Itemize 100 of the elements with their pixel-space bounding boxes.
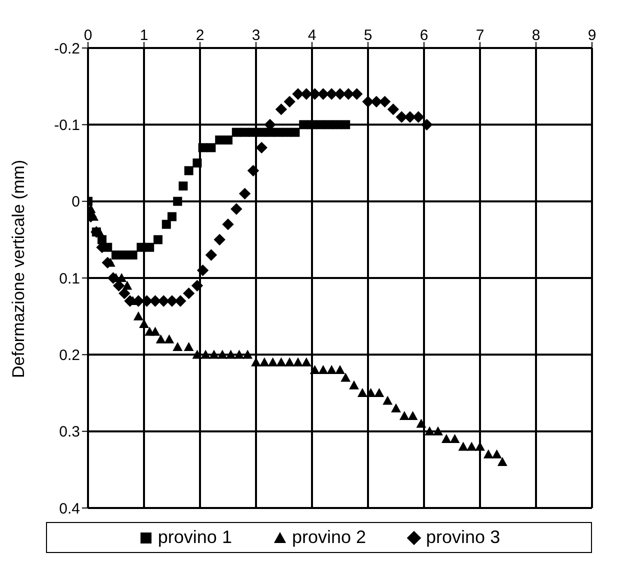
point: [257, 128, 266, 137]
point: [275, 103, 288, 116]
point: [206, 143, 216, 152]
point: [370, 96, 382, 108]
point: [174, 295, 186, 307]
point: [408, 411, 418, 420]
x-tick-label: 7: [476, 27, 484, 44]
point: [292, 88, 304, 100]
point: [301, 357, 312, 366]
point: [162, 220, 171, 229]
point: [326, 365, 337, 374]
x-tick-label: 3: [252, 27, 260, 44]
point: [483, 449, 494, 458]
point: [357, 388, 368, 398]
point: [458, 442, 468, 451]
point: [145, 242, 154, 252]
y-tick-label: 0.3: [59, 424, 80, 441]
point: [276, 357, 286, 366]
point: [184, 342, 194, 352]
point: [362, 96, 374, 108]
point: [209, 350, 219, 359]
point: [166, 295, 178, 307]
y-tick-label: -0.2: [54, 40, 80, 58]
point: [139, 319, 149, 328]
point: [192, 158, 202, 168]
x-tick-label: 2: [196, 27, 204, 44]
point: [230, 203, 242, 215]
point: [382, 396, 393, 405]
point: [316, 120, 325, 130]
y-tick-label: 0.4: [59, 500, 80, 518]
point: [497, 457, 508, 466]
point: [224, 136, 232, 144]
x-tick-label: 6: [420, 27, 428, 44]
point: [334, 88, 346, 100]
point: [293, 357, 303, 366]
point: [215, 136, 224, 144]
point: [196, 264, 209, 276]
point: [234, 350, 244, 359]
y-tick-label: 0: [72, 194, 80, 211]
point: [268, 357, 278, 366]
point: [326, 88, 338, 100]
point: [214, 234, 226, 246]
point: [164, 334, 174, 344]
point: [441, 434, 452, 444]
point: [284, 96, 296, 108]
x-tick-label: 4: [308, 27, 316, 44]
point: [222, 218, 234, 230]
point: [308, 120, 316, 130]
point: [274, 128, 283, 137]
point: [102, 256, 114, 269]
x-tick-label: 8: [532, 27, 540, 44]
point: [492, 449, 502, 458]
x-tick-label: 5: [364, 27, 372, 44]
point: [242, 350, 253, 359]
legend-label: provino 1: [158, 527, 232, 548]
point: [420, 118, 433, 131]
point: [299, 120, 308, 130]
point: [450, 434, 460, 444]
point: [191, 280, 204, 292]
point: [173, 196, 182, 206]
point: [156, 334, 166, 344]
point: [366, 388, 376, 398]
point: [112, 250, 120, 260]
point: [168, 212, 176, 222]
y-tick-label: 0.1: [59, 270, 80, 288]
point: [391, 403, 401, 412]
point: [259, 357, 270, 366]
point: [466, 442, 477, 451]
point: [412, 111, 424, 123]
point: [178, 182, 188, 190]
point: [256, 142, 268, 154]
point: [396, 111, 408, 123]
point: [238, 188, 251, 200]
legend-label: provino 3: [426, 527, 500, 548]
point: [424, 426, 435, 436]
point: [184, 166, 194, 176]
point: [120, 250, 129, 260]
point: [182, 287, 195, 300]
point: [205, 249, 218, 261]
point: [399, 411, 410, 420]
point: [310, 365, 320, 374]
x-tick-label: 0: [84, 27, 92, 44]
point: [433, 426, 443, 436]
point: [335, 365, 345, 374]
point: [226, 350, 236, 359]
point: [387, 103, 400, 116]
point: [284, 357, 295, 366]
point: [374, 388, 384, 398]
point: [248, 128, 258, 137]
point: [232, 128, 241, 137]
point: [217, 350, 228, 359]
legend-label: provino 2: [292, 527, 366, 548]
point: [318, 365, 328, 374]
point: [332, 120, 342, 130]
point: [136, 242, 146, 252]
point: [200, 350, 211, 359]
x-tick-label: 1: [140, 27, 148, 44]
x-tick-label: 9: [588, 27, 596, 44]
y-tick-label: 0.2: [59, 346, 80, 364]
point: [133, 311, 144, 320]
